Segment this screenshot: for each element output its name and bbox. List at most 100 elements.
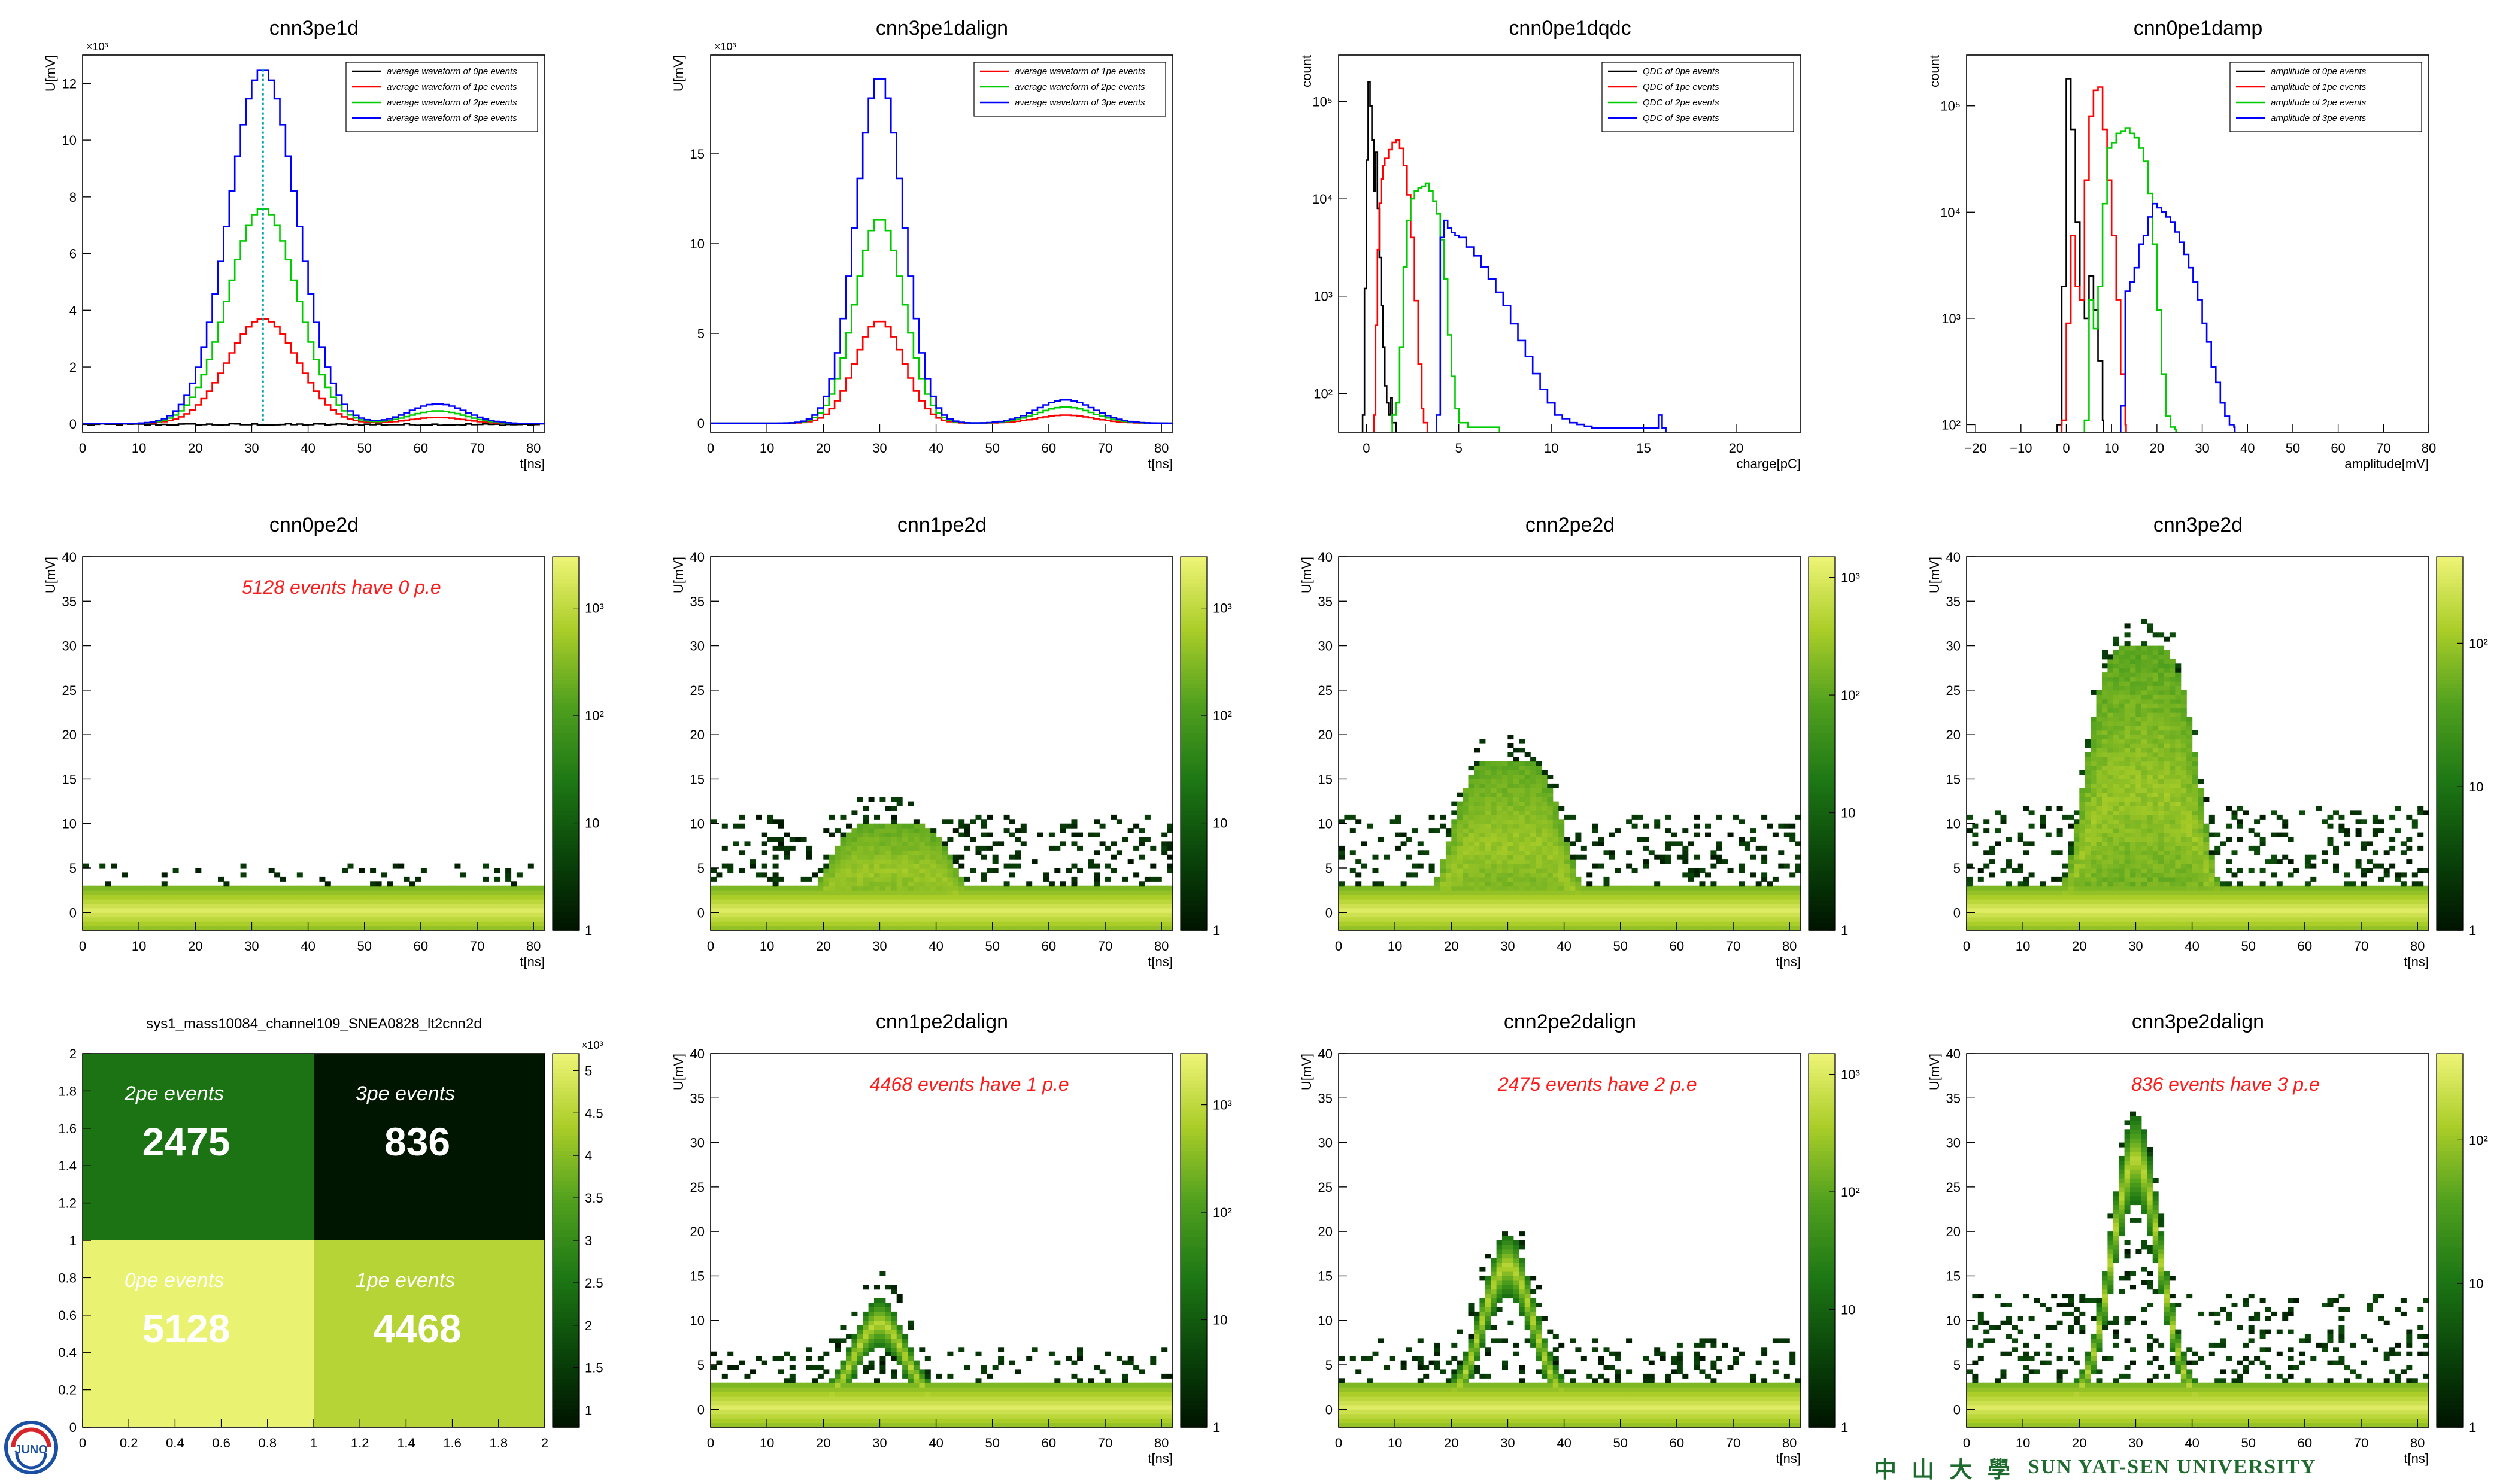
- y-tick-label: 35: [1946, 1091, 1961, 1106]
- y-tick-label: 20: [1946, 1224, 1961, 1239]
- x-tick-label: 10: [2104, 441, 2119, 456]
- legend: average waveform of 1pe events average wa…: [974, 62, 1166, 116]
- x-tick-label: 0.8: [259, 1436, 277, 1450]
- x-tick-label: 80: [2422, 441, 2436, 456]
- x-axis-label: t[ns]: [520, 456, 545, 471]
- x-tick-label: 30: [244, 441, 259, 456]
- x-tick-label: 20: [2150, 441, 2164, 456]
- y-tick-label: 5: [697, 861, 705, 876]
- x-tick-label: 10: [2016, 1436, 2030, 1450]
- palette-tick-label: 3.5: [585, 1191, 603, 1206]
- y-tick-label: 1: [69, 1233, 77, 1248]
- y-tick-label: 25: [1946, 1180, 1961, 1195]
- heatmap-cells: [1339, 1231, 1801, 1428]
- palette-tick-label: 10³: [585, 601, 604, 616]
- x-tick-label: 80: [2410, 939, 2425, 954]
- x-tick-label: 60: [1042, 939, 1056, 954]
- y-axis-label: U[mV]: [43, 557, 58, 593]
- y-tick-label: 5: [69, 861, 77, 876]
- y-tick-label: 25: [1946, 683, 1961, 698]
- x-axis-label: t[ns]: [1148, 954, 1173, 969]
- chart-title: cnn0pe1dqdc: [1509, 17, 1631, 40]
- palette-tick-label: 10: [1841, 1303, 1855, 1318]
- x-tick-label: 1.2: [351, 1436, 369, 1450]
- y-tick-label: 15: [1946, 772, 1961, 787]
- y-tick-label: 8: [69, 190, 77, 205]
- matrix-cell-label: 3pe events: [356, 1082, 455, 1105]
- chart-title: cnn3pe2d: [2153, 514, 2243, 536]
- y-tick-label: 30: [62, 639, 77, 654]
- y-tick-label: 5: [1953, 861, 1961, 876]
- legend-label: average waveform of 1pe events: [1015, 66, 1145, 77]
- legend-label: average waveform of 3pe events: [1015, 98, 1145, 108]
- x-tick-label: 70: [2354, 939, 2368, 954]
- chart-title: cnn0pe1damp: [2134, 17, 2263, 40]
- x-tick-label: 0: [707, 1436, 714, 1450]
- chart-title: cnn0pe2d: [269, 514, 359, 536]
- y-tick-label: 0: [69, 1420, 77, 1435]
- juno-logo-icon: JUNO: [4, 1420, 59, 1475]
- palette-tick-label: 1: [1841, 923, 1848, 938]
- legend-label: average waveform of 1pe events: [387, 82, 517, 92]
- x-tick-label: 70: [1098, 441, 1112, 456]
- y-tick-label: 0.6: [58, 1308, 77, 1323]
- x-tick-label: 30: [872, 441, 887, 456]
- matrix-cell-label: 2pe events: [124, 1082, 224, 1105]
- y-tick-label: 25: [1318, 683, 1333, 698]
- x-tick-label: 80: [1154, 939, 1169, 954]
- y-tick-label: 12: [62, 76, 77, 91]
- palette-tick-label: 5: [585, 1063, 592, 1078]
- palette-tick-label: 10: [1213, 1313, 1227, 1328]
- logo-text: JUNO: [14, 1443, 48, 1456]
- chart-title: cnn3pe2dalign: [2132, 1010, 2264, 1033]
- x-tick-label: 50: [1613, 939, 1627, 954]
- y-tick-label: 40: [1318, 1046, 1333, 1061]
- y-tick-label: 1.4: [58, 1158, 77, 1173]
- x-tick-label: 20: [816, 441, 830, 456]
- x-tick-label: 50: [357, 441, 371, 456]
- palette-tick-label: 1: [1213, 923, 1220, 938]
- heatmap-cells: [711, 797, 1173, 931]
- y-tick-label: 15: [1318, 772, 1333, 787]
- x-tick-label: 70: [470, 939, 484, 954]
- y-tick-label: 10: [1318, 1313, 1333, 1328]
- x-tick-label: 50: [2286, 441, 2300, 456]
- palette-tick-label: 10²: [1841, 1185, 1860, 1200]
- x-tick-label: 70: [2376, 441, 2390, 456]
- x-tick-label: 0.6: [212, 1436, 230, 1450]
- palette-tick-label: 10: [2469, 1276, 2483, 1291]
- chart-title: cnn1pe2d: [897, 514, 987, 536]
- chart-title: cnn3pe1dalign: [876, 17, 1008, 40]
- y-tick-label: 15: [1946, 1268, 1961, 1283]
- x-tick-label: −10: [2010, 441, 2032, 456]
- palette-tick-label: 1: [2469, 923, 2476, 938]
- palette-tick-label: 4.5: [585, 1106, 603, 1121]
- y-tick-label: 40: [690, 550, 705, 565]
- y-tick-label: 20: [690, 1224, 705, 1239]
- series-2: [711, 79, 1173, 423]
- y-exponent: ×10³: [86, 41, 108, 53]
- legend-label: average waveform of 3pe events: [387, 113, 517, 123]
- x-tick-label: 60: [2298, 1436, 2312, 1450]
- series-1: [83, 319, 545, 424]
- x-tick-label: 80: [526, 441, 541, 456]
- matrix-cell-value: 5128: [142, 1306, 230, 1351]
- y-axis-label: U[mV]: [671, 557, 686, 593]
- x-tick-label: 50: [985, 441, 999, 456]
- event-count-annotation: 4468 events have 1 p.e: [870, 1073, 1069, 1095]
- palette-tick-label: 10: [585, 816, 599, 831]
- x-tick-label: 40: [2240, 441, 2255, 456]
- y-tick-label: 10: [62, 133, 77, 148]
- y-tick-label: 0: [697, 1402, 705, 1417]
- chart-title: cnn2pe2dalign: [1504, 1010, 1636, 1033]
- y-axis-label: U[mV]: [1927, 557, 1942, 593]
- legend-label: average waveform of 2pe events: [1015, 82, 1145, 92]
- y-tick-label: 2: [69, 360, 77, 375]
- x-tick-label: 0: [1363, 441, 1370, 456]
